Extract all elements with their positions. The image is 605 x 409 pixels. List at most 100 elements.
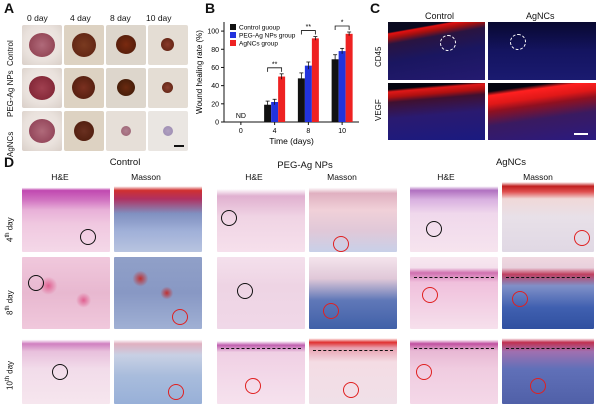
col-label-agncs: AgNCs: [526, 11, 555, 21]
region-circle: [343, 382, 359, 398]
histology-control-masson-10: [114, 334, 202, 404]
wound-spot: [29, 76, 55, 100]
y-axis-label: Wound healing rate (%): [195, 30, 204, 114]
region-circle: [237, 283, 253, 299]
histology-peg-masson-8: [309, 257, 397, 329]
row-num: 10: [5, 381, 15, 390]
boundary-dashed-line: [414, 348, 494, 349]
wound-photo: [64, 111, 104, 151]
region-circle: [28, 275, 44, 291]
group-header-peg: PEG-Ag NPs: [277, 160, 333, 171]
scale-bar: [174, 145, 184, 147]
legend-swatch: [230, 24, 236, 30]
row-label-8th-day: 8th day: [5, 290, 15, 315]
y-tick-label: 100: [207, 29, 219, 36]
significance-stars: **: [272, 61, 278, 68]
histology-agncs-masson-4: [502, 182, 594, 252]
bar: [311, 38, 319, 123]
region-circle: [245, 378, 261, 394]
row-label-10th-day: 10th day: [5, 361, 15, 390]
boundary-dashed-line: [221, 348, 301, 349]
region-circle: [512, 291, 528, 307]
histology-control-he-4: [22, 182, 110, 252]
panel-a-label: A: [4, 0, 15, 16]
significance-bracket: [267, 67, 283, 72]
row-num: 4: [5, 237, 15, 242]
panel-d-label: D: [4, 154, 15, 170]
wound-photo: [106, 68, 146, 108]
bar: [271, 102, 279, 122]
stain-label: Masson: [131, 172, 161, 182]
wound-photo: [22, 68, 62, 108]
significance-bracket: [300, 30, 316, 35]
legend-label: AgNCs group: [239, 41, 278, 48]
significance-stars: *: [341, 20, 344, 27]
wound-photo: [148, 25, 188, 65]
legend-label: Control guoup: [239, 25, 280, 32]
wound-photo: [106, 25, 146, 65]
wound-photo: [106, 111, 146, 151]
wound-spot: [161, 38, 174, 51]
row-num: 8: [5, 310, 15, 315]
histology-peg-he-4: [217, 182, 305, 252]
group-label-peg: PEG-Ag NPs: [6, 70, 15, 117]
region-circle: [52, 364, 68, 380]
region-circle: [168, 384, 184, 400]
y-tick-label: 20: [211, 101, 219, 108]
scale-bar: [574, 133, 588, 135]
day-label-8: 8 day: [110, 13, 131, 23]
wound-photo: [64, 25, 104, 65]
wound-spot: [74, 121, 94, 141]
histology-peg-he-8: [217, 257, 305, 329]
row-sup: th: [5, 376, 11, 382]
region-circle: [172, 309, 188, 325]
bar: [338, 51, 346, 122]
wound-spot: [117, 79, 135, 96]
histology-peg-masson-10: [309, 334, 397, 404]
row-rest: day: [5, 290, 15, 306]
group-header-agncs: AgNCs: [495, 157, 527, 168]
wound-photo: [148, 111, 188, 151]
wound-spot: [29, 119, 55, 143]
group-header-control: Control: [109, 157, 141, 168]
boundary-dashed-line: [506, 277, 590, 278]
histology-agncs-he-8: [410, 257, 498, 329]
row-rest: day: [5, 217, 15, 233]
histology-agncs-masson-8: [502, 257, 594, 329]
x-tick-label: 10: [338, 128, 346, 135]
row-label-cd45: CD45: [374, 46, 383, 67]
stain-label: Masson: [523, 172, 553, 182]
boundary-dashed-line: [414, 277, 494, 278]
fluor-agncs-vegf: [488, 83, 596, 140]
histology-peg-masson-4: [309, 182, 397, 252]
wound-photo: [22, 111, 62, 151]
histology-control-masson-8: [114, 257, 202, 329]
day-label-10: 10 day: [146, 13, 172, 23]
histology-control-masson-4: [114, 182, 202, 252]
bar: [345, 33, 353, 122]
wound-spot: [121, 126, 131, 136]
bar: [264, 104, 272, 122]
panel-b-label: B: [205, 0, 216, 16]
stain-label: H&E: [437, 172, 455, 182]
bar: [297, 78, 305, 122]
region-circle: [221, 210, 237, 226]
stain-label: Masson: [327, 172, 357, 182]
fluor-agncs-cd45: [488, 22, 596, 80]
row-label-vegf: VEGF: [374, 99, 383, 121]
bar: [278, 76, 286, 122]
region-circle: [426, 221, 442, 237]
histology-agncs-he-4: [410, 182, 498, 252]
row-label-4th-day: 4th day: [5, 217, 15, 242]
stain-label: H&E: [245, 172, 263, 182]
group-label-control: Control: [6, 40, 15, 66]
y-tick-label: 80: [211, 47, 219, 54]
stain-label: H&E: [51, 172, 69, 182]
panel-c-label: C: [370, 0, 381, 16]
legend-label: PEG-Ag NPs group: [239, 33, 296, 40]
wound-spot: [72, 33, 96, 57]
wound-spot: [29, 33, 55, 57]
y-tick-label: 0: [215, 120, 219, 127]
histology-control-he-10: [22, 334, 110, 404]
fluor-control-vegf: [388, 83, 485, 140]
